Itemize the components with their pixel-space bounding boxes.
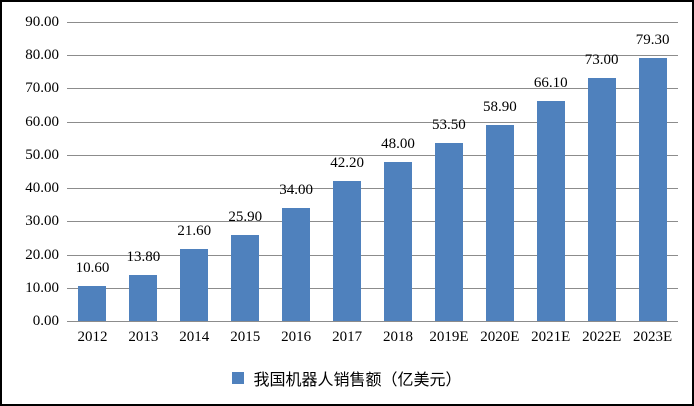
- legend-label: 我国机器人销售额（亿美元）: [253, 372, 462, 389]
- gridline: [67, 22, 678, 23]
- bar-2014: [180, 249, 209, 321]
- bar-2023E: [638, 57, 667, 321]
- y-axis: 0.00 10.00 20.00 30.00 40.00 50.00 60.00 70.00 8…: [2, 2, 59, 404]
- x-tick-label: 2019E: [429, 329, 469, 345]
- x-tick-label: 2023E: [633, 329, 673, 345]
- y-tick-label: 40.00: [25, 180, 59, 197]
- y-tick-label: 20.00: [25, 246, 59, 263]
- y-tick-label: 80.00: [25, 47, 59, 64]
- bar-slot: 58.90: [474, 22, 525, 321]
- bar-value-label: 21.60: [177, 223, 212, 240]
- gridline: [67, 88, 678, 90]
- bar-slot: 48.00: [373, 22, 424, 321]
- bar-slot: 34.00: [271, 22, 322, 321]
- y-tick-label: 0.00: [32, 313, 59, 329]
- x-tick-label: 2016: [281, 329, 312, 345]
- bar-2013: [129, 275, 158, 321]
- bar-value-label: 48.00: [381, 135, 415, 152]
- bar-2018: [383, 161, 412, 321]
- bar-value-label: 13.80: [126, 249, 161, 266]
- bar-slot: 21.60: [169, 22, 220, 321]
- bar-value-label: 42.20: [330, 154, 364, 171]
- bar-value-label: 58.90: [482, 99, 517, 116]
- bar-2019E: [434, 143, 463, 321]
- x-tick-label: 2021E: [531, 329, 571, 345]
- y-tick-label: 50.00: [25, 146, 59, 163]
- bar-value-label: 25.90: [228, 208, 263, 225]
- x-tick-label: 2017: [332, 329, 363, 345]
- bar-2020E: [485, 125, 514, 321]
- bar-slot: 10.60: [67, 22, 118, 321]
- gridline: [67, 55, 678, 57]
- bar-2022E: [587, 78, 616, 321]
- gridline: [67, 321, 678, 322]
- bar-value-label: 73.00: [584, 52, 619, 69]
- legend-marker-icon: [232, 372, 245, 384]
- plot-area: 10.60 13.80 21.60 25.90 34.00 42.20 48.00 53.50…: [67, 22, 678, 322]
- bar-slot: 79.30: [627, 22, 678, 321]
- bar-slot: 66.10: [525, 22, 576, 321]
- y-tick-label: 60.00: [25, 113, 59, 130]
- x-tick-label: 2015: [230, 329, 261, 345]
- bar-value-label: 66.10: [533, 75, 568, 92]
- gridline: [67, 287, 678, 289]
- bar-slot: 42.20: [322, 22, 373, 321]
- bar-value-label: 10.60: [75, 259, 110, 276]
- x-tick-label: 2020E: [480, 329, 520, 345]
- bar-2017: [333, 180, 362, 321]
- legend: 我国机器人销售额（亿美元）: [2, 366, 692, 390]
- bars-row: 10.60 13.80 21.60 25.90 34.00 42.20 48.00 53.50…: [67, 22, 678, 321]
- gridline: [67, 121, 678, 123]
- bar-slot: 25.90: [220, 22, 271, 321]
- bar-value-label: 79.30: [635, 31, 670, 48]
- bar-value-label: 34.00: [279, 182, 314, 199]
- y-tick-label: 70.00: [25, 80, 59, 97]
- y-tick-label: 90.00: [25, 14, 59, 30]
- bar-value-label: 53.50: [432, 117, 466, 134]
- y-tick-label: 10.00: [25, 279, 59, 296]
- bar-2016: [282, 208, 311, 321]
- x-tick-label: 2013: [128, 329, 159, 345]
- x-tick-label: 2018: [382, 329, 413, 345]
- bar-slot: 73.00: [576, 22, 627, 321]
- bar-2012: [78, 285, 107, 321]
- gridline: [67, 254, 678, 256]
- gridline: [67, 154, 678, 156]
- y-tick-label: 30.00: [25, 213, 59, 230]
- x-axis: 2012 2013 2014 2015 2016 2017 2018 2019E 2020E 20…: [67, 329, 678, 346]
- bar-slot: 53.50: [423, 22, 474, 321]
- x-tick-label: 2014: [179, 329, 210, 345]
- bar-2021E: [536, 101, 565, 321]
- gridline: [67, 221, 678, 223]
- gridline: [67, 188, 678, 190]
- bar-2015: [231, 234, 260, 321]
- bar-slot: 13.80: [118, 22, 169, 321]
- x-tick-label: 2022E: [582, 329, 622, 345]
- x-tick-label: 2012: [77, 329, 108, 345]
